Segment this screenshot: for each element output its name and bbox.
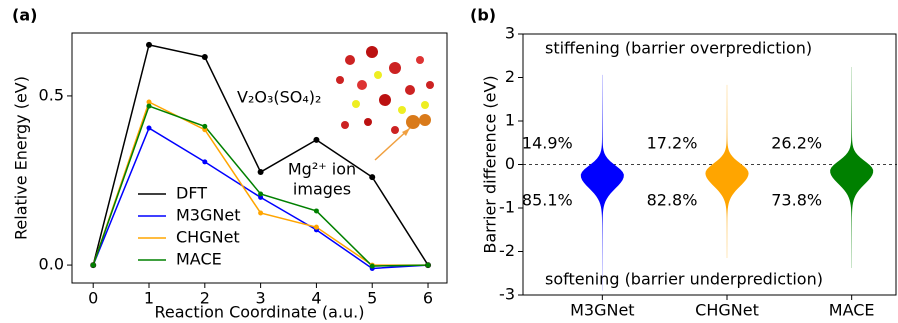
point <box>426 263 431 268</box>
y-tick-label: -1 <box>499 198 515 217</box>
value-label: 14.9% <box>522 134 573 153</box>
legend-label: MACE <box>176 250 222 269</box>
y-axis-label: Barrier difference (eV) <box>481 75 500 253</box>
y-tick-label: -3 <box>499 285 515 304</box>
y-tick-label: 3 <box>505 24 515 43</box>
x-tick-label: 5 <box>367 289 377 308</box>
panel-label: (b) <box>470 6 496 25</box>
point <box>314 208 319 213</box>
point <box>146 42 152 48</box>
point <box>313 137 319 143</box>
series-line <box>93 102 428 265</box>
x-tick-label: M3GNet <box>570 301 634 320</box>
y-tick-label: 0 <box>505 154 515 173</box>
point <box>202 159 207 164</box>
value-label: 85.1% <box>522 191 573 210</box>
y-tick-label: 0.0 <box>39 255 64 274</box>
point <box>370 264 375 269</box>
violin <box>581 75 624 291</box>
value-label: 73.8% <box>771 191 822 210</box>
annotation: stiffening (barrier overprediction) <box>545 39 812 58</box>
x-tick-label: 0 <box>88 289 98 308</box>
legend-label: DFT <box>176 184 207 203</box>
y-tick-label: -2 <box>499 241 515 260</box>
x-tick-label: 6 <box>423 289 433 308</box>
violin <box>705 85 748 258</box>
legend-label: CHGNet <box>176 228 240 247</box>
y-axis-label: Relative Energy (eV) <box>12 76 31 240</box>
point <box>258 210 263 215</box>
point <box>202 54 208 60</box>
y-tick-label: 2 <box>505 67 515 86</box>
value-label: 17.2% <box>647 134 698 153</box>
point <box>314 225 319 230</box>
value-label: 26.2% <box>771 134 822 153</box>
legend-label: M3GNet <box>176 206 240 225</box>
y-tick-label: 0.5 <box>39 85 64 104</box>
annotation: V₂O₃(SO₄)₂ <box>237 88 321 107</box>
violin <box>830 67 873 268</box>
annotation: images <box>293 180 351 199</box>
figure: (a)01234560.00.5Reaction Coordinate (a.u… <box>0 0 898 323</box>
point <box>147 126 152 131</box>
y-tick-label: 1 <box>505 111 515 130</box>
point <box>91 263 96 268</box>
crystal-image <box>336 46 434 134</box>
point <box>258 192 263 197</box>
x-tick-label: CHGNet <box>695 301 759 320</box>
point <box>258 169 264 175</box>
annotation: Mg²⁺ ion <box>288 160 356 179</box>
x-axis-label: Reaction Coordinate (a.u.) <box>155 303 365 322</box>
point <box>202 124 207 129</box>
annotation: softening (barrier underprediction) <box>545 270 823 289</box>
value-label: 82.8% <box>647 191 698 210</box>
point <box>369 174 375 180</box>
x-tick-label: MACE <box>829 301 875 320</box>
x-tick-label: 1 <box>144 289 154 308</box>
panel-label: (a) <box>12 6 37 25</box>
point <box>147 104 152 109</box>
